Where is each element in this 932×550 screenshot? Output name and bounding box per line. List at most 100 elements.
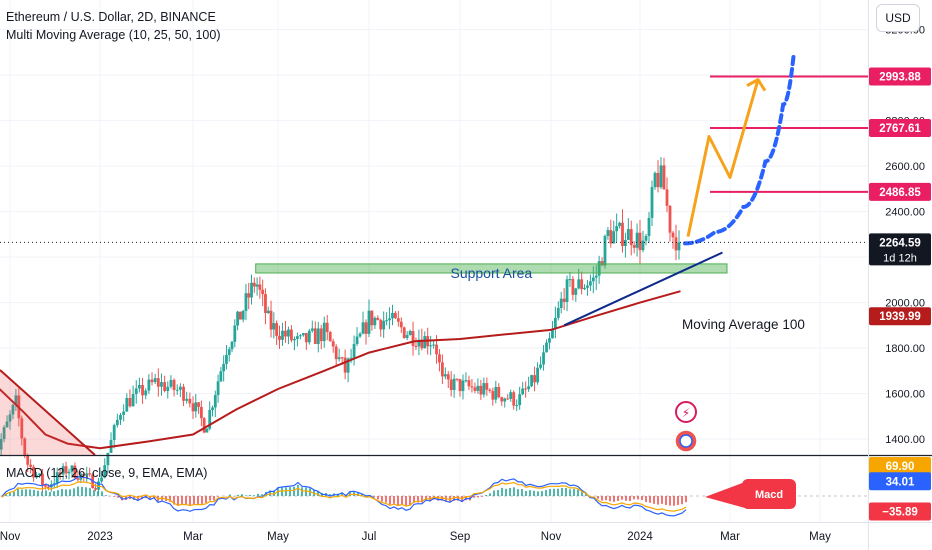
candle-body [583,287,586,290]
macd-histogram-bar [249,495,251,496]
currency-button[interactable]: USD [876,4,920,32]
macd-histogram-bar [553,488,555,496]
candle-body [208,410,212,429]
candle-body [115,419,119,426]
macd-histogram-bar [633,496,635,500]
macd-histogram-bar [329,494,331,496]
macd-histogram-bar [493,490,495,496]
y-tick-label: 2600.00 [885,161,925,173]
macd-histogram-bar [281,487,283,496]
candle-body [82,473,86,476]
candle-body [5,421,9,428]
candle-body [61,466,65,475]
macd-value-tag [869,502,931,521]
candle-body [70,465,74,472]
macd-histogram-bar [133,496,135,500]
candle-body [44,485,47,487]
macd-histogram-bar [301,487,303,496]
x-tick-label: May [267,531,289,543]
macd-histogram-bar [597,496,599,499]
macd-histogram-bar [69,489,71,496]
candle-body [233,325,237,342]
candle-body [668,205,672,233]
grid [0,0,868,522]
candle-body [458,379,462,392]
candle-body [67,471,71,474]
macd-legend[interactable]: MACD (12, 26, close, 9, EMA, EMA) [6,466,208,480]
candle-body [503,398,507,402]
candle-body [100,477,103,482]
candle-body [574,288,578,295]
candle-body [199,406,203,419]
candle-body [358,333,362,337]
macd-histogram-bar [561,487,563,496]
candle-body [370,310,374,326]
indicator-legend[interactable]: Multi Moving Average (10, 25, 50, 100) [6,28,221,42]
macd-histogram-bar [457,496,459,501]
candle-body [367,310,371,334]
candle-body [343,357,347,373]
macd-histogram-bar [65,489,67,496]
level-price-label: 2993.88 [879,71,921,83]
candle-body [586,285,589,288]
candle-body [141,385,144,396]
x-tick-label: 2023 [87,531,113,543]
candle-body [153,378,157,383]
candle-body [408,331,412,336]
candle-body [591,277,595,282]
candle-body [134,388,138,395]
macd-histogram-bar [549,489,551,496]
macd-histogram-bar [93,489,95,496]
macd-line [1,476,687,517]
candle-body [464,380,468,382]
macd-histogram-bar [453,496,455,501]
macd-histogram-bar [481,496,483,497]
candle-body [337,357,341,360]
candle-body [156,378,160,387]
candle-body [659,165,663,188]
candle-body [609,230,613,244]
candle-body [488,389,492,391]
y-tick-label: 2000.00 [885,298,925,310]
macd-histogram-bar [489,493,491,496]
candle-body [382,320,386,330]
bearish-zone-edge [0,369,96,456]
macd-histogram-bar [529,490,531,496]
candle-body [225,354,228,364]
candle-body [38,473,41,476]
candle-body [290,329,293,341]
candle-body [364,322,368,334]
candle-body [73,465,77,479]
candle-body [361,322,365,334]
candle-body [178,386,182,390]
candle-body [298,335,302,337]
macd-histogram-bar [341,492,343,496]
candle-body [247,293,251,298]
candle-body [615,226,619,232]
level-price-label: 2767.61 [879,123,921,135]
candle-body [0,438,3,450]
candle-body [612,231,616,244]
macd-histogram-bar [205,496,207,503]
macd-histogram-bar [609,496,611,502]
candle-body [191,403,195,412]
candle-body [205,428,209,433]
macd-histogram-bar [685,496,687,503]
macd-histogram-bar [621,496,623,500]
candle-body [319,328,323,342]
macd-histogram-bar [185,496,187,505]
candle-body [376,317,380,320]
candle-body [331,341,335,347]
candle-body [313,328,317,344]
x-tick-label: Sep [450,531,470,543]
candle-body [322,322,326,342]
candle-body [76,478,80,480]
macd-histogram-bar [237,494,239,496]
flag-emblem-icon [679,434,693,448]
candle-body [603,235,607,266]
macd-histogram-bar [665,496,667,506]
candle-body [662,165,666,190]
candle-body [11,404,15,415]
macd-histogram-bar [101,491,103,496]
